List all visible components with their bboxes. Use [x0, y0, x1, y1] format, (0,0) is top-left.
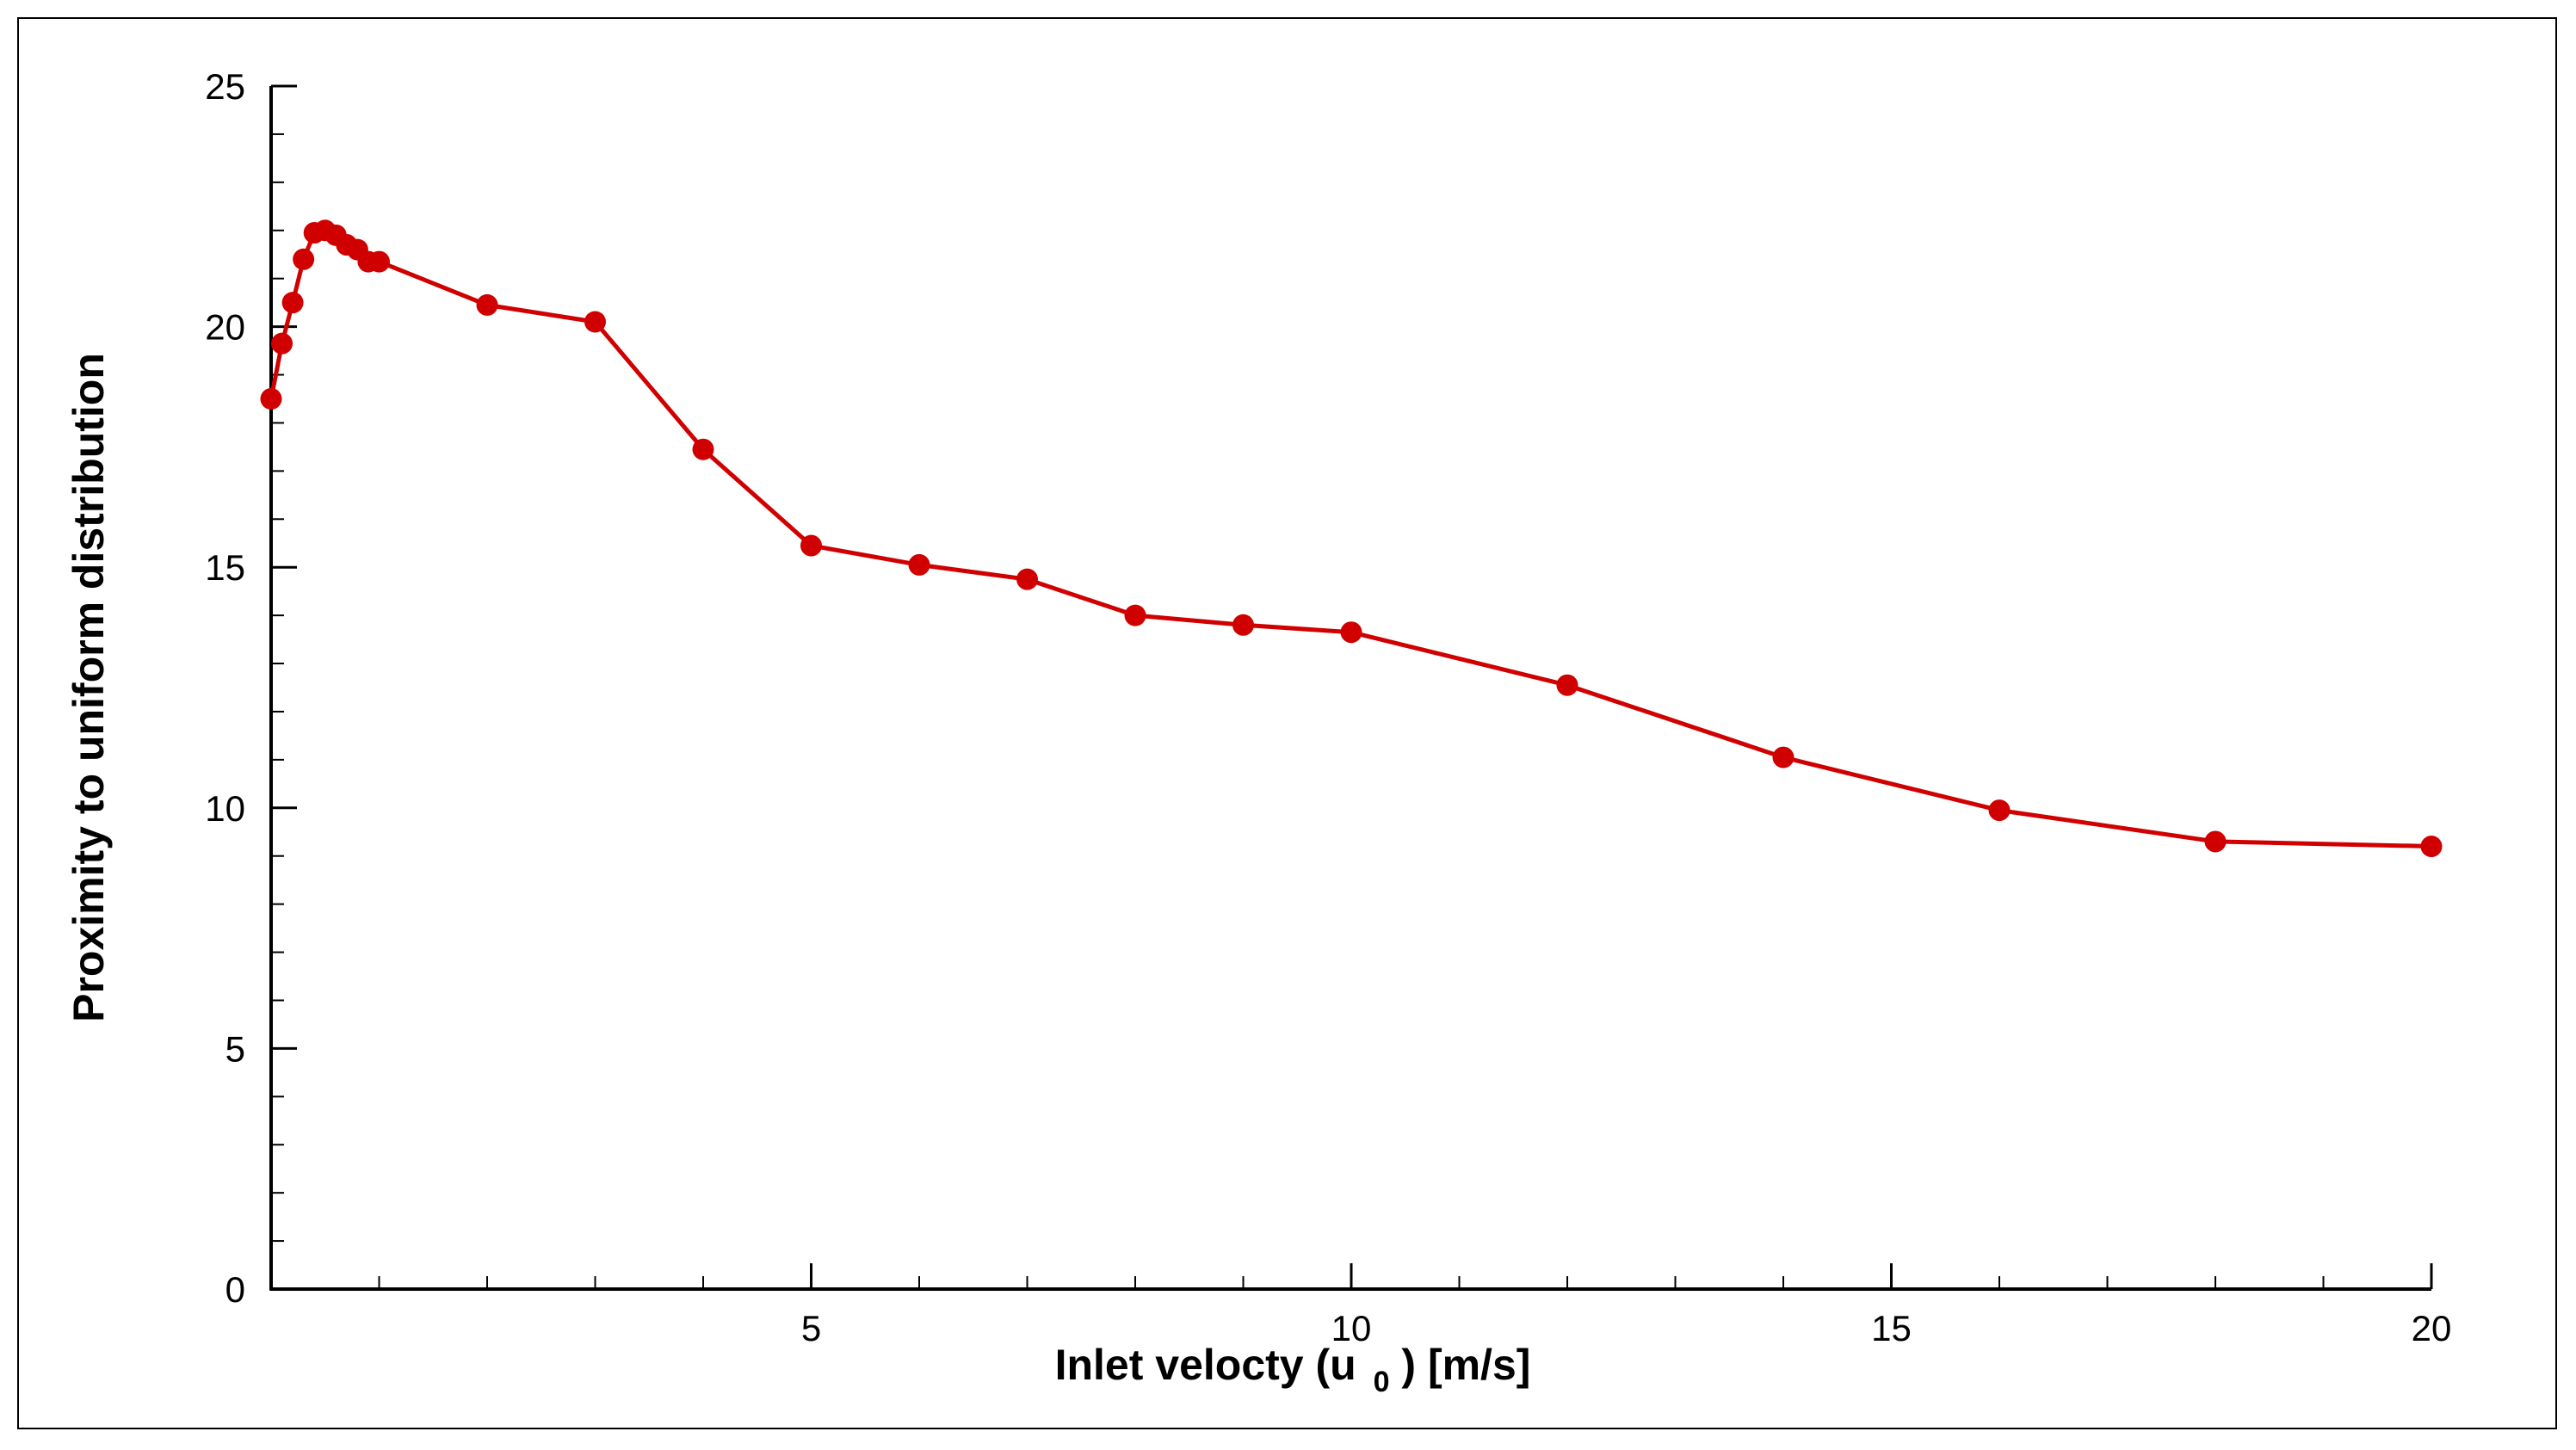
- y-axis: 0 5 10 15 20 25: [205, 66, 297, 1310]
- x-axis: 5 10 15 20: [269, 1263, 2452, 1348]
- y-tick-label: 10: [205, 788, 245, 829]
- data-point: [1232, 614, 1254, 636]
- y-tick-label: 15: [205, 547, 245, 588]
- data-point: [281, 292, 304, 314]
- data-point: [1016, 568, 1038, 590]
- data-point: [1988, 799, 2011, 822]
- data-point: [584, 311, 606, 333]
- data-point: [1124, 604, 1146, 626]
- y-tick-label: 25: [205, 66, 245, 107]
- x-tick-label: 20: [2412, 1308, 2452, 1348]
- y-tick-label: 5: [225, 1028, 245, 1069]
- data-point: [293, 248, 315, 270]
- data-point: [908, 553, 930, 576]
- y-tick-label: 20: [205, 307, 245, 348]
- data-point: [1556, 674, 1578, 696]
- x-tick-label: 5: [801, 1308, 821, 1348]
- y-axis-title: Proximity to uniform distribution: [65, 353, 113, 1022]
- data-point: [271, 332, 293, 355]
- x-axis-title-main: Inlet velocty (u: [1055, 1341, 1356, 1389]
- x-axis-title-suffix: ) [m/s]: [1401, 1341, 1530, 1389]
- data-point: [2204, 830, 2227, 853]
- x-tick-label: 10: [1331, 1308, 1372, 1348]
- x-tick-label: 15: [1871, 1308, 1912, 1348]
- x-axis-title: Inlet velocty (u 0 ) [m/s]: [1055, 1341, 1531, 1401]
- figure-frame: [17, 17, 2557, 1429]
- data-point: [2420, 836, 2443, 858]
- y-tick-label: 0: [225, 1269, 245, 1310]
- data-point: [692, 438, 714, 460]
- data-point: [368, 250, 390, 273]
- x-axis-title-subscript: 0: [1374, 1366, 1390, 1398]
- data-point: [1772, 746, 1795, 768]
- series-layer: [260, 219, 2443, 858]
- data-point: [1340, 621, 1362, 644]
- data-point: [260, 387, 282, 410]
- data-point: [800, 534, 822, 557]
- data-point: [476, 293, 498, 316]
